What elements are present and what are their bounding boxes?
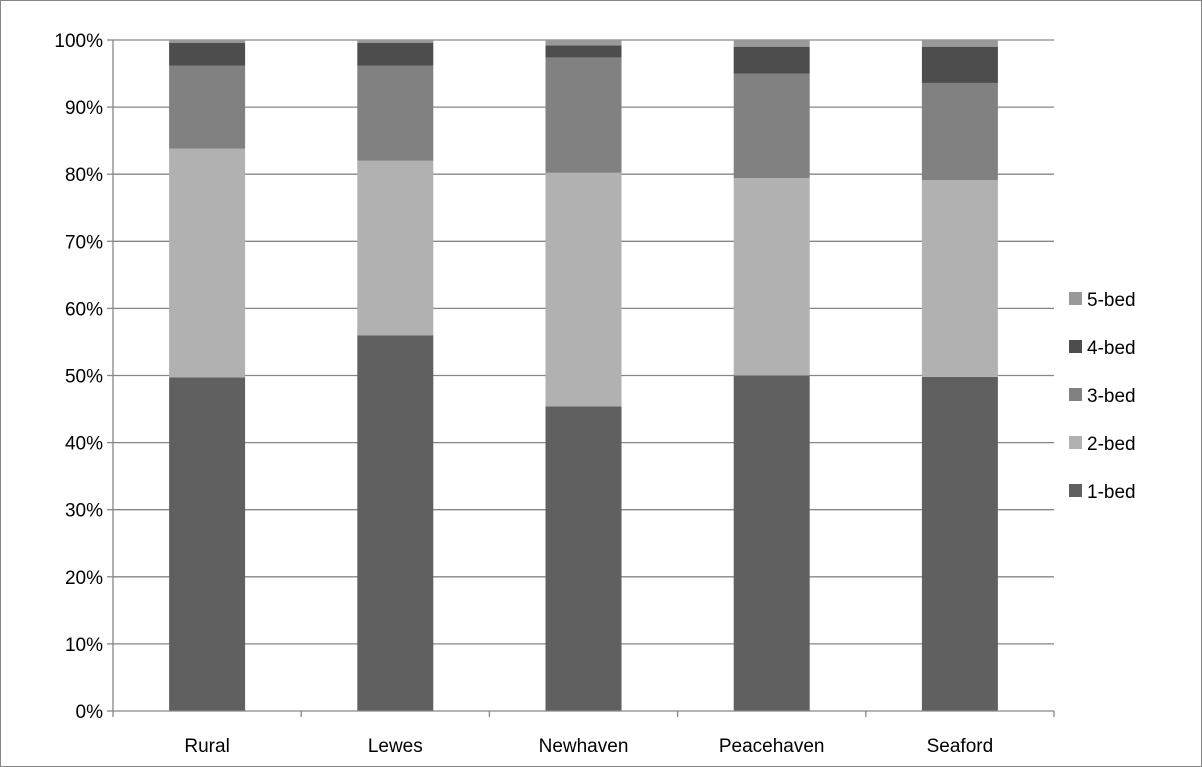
y-tick-label: 30% [65,501,103,522]
legend-label-1-bed: 1-bed [1087,482,1136,503]
axes [107,39,1055,717]
y-axis-tick-labels: 0% 10% 20% 30% 40% 50% 60% 70% 80% 90% 100% [54,31,103,723]
y-tick-label: 40% [65,434,103,455]
bar-segment-lewes-4-bed [357,42,434,66]
x-tick-label: Peacehaven [719,736,825,757]
legend-swatch-1-bed [1069,484,1082,497]
y-tick-label: 80% [65,165,103,186]
bar-segment-lewes-2-bed [357,160,434,336]
y-tick-label: 100% [54,31,103,52]
legend-label-5-bed: 5-bed [1087,290,1136,311]
x-axis-tick-labels: Rural Lewes Newhaven Peacehaven Seaford [184,736,993,757]
x-tick-label: Lewes [368,736,423,757]
bar-segment-newhaven-5-bed [545,40,622,46]
bar-segment-rural-3-bed [169,65,246,149]
y-tick-label: 90% [65,98,103,119]
legend-swatch-2-bed [1069,436,1082,449]
legend-swatch-4-bed [1069,340,1082,353]
y-tick-label: 20% [65,568,103,589]
x-tick-label: Newhaven [539,736,629,757]
bar-stacks [169,40,998,711]
bar-segment-peacehaven-4-bed [733,46,810,74]
bar-segment-seaford-1-bed [921,376,998,711]
bar-segment-lewes-5-bed [357,40,434,43]
legend-swatch-5-bed [1069,292,1082,305]
bar-segment-lewes-3-bed [357,65,434,161]
y-tick-label: 0% [76,702,104,723]
bar-segment-rural-2-bed [169,148,246,378]
legend-label-4-bed: 4-bed [1087,338,1136,359]
y-tick-label: 10% [65,635,103,656]
y-tick-label: 70% [65,232,103,253]
bar-segment-newhaven-1-bed [545,406,622,711]
x-tick-label: Seaford [927,736,994,757]
bar-segment-newhaven-4-bed [545,45,622,58]
legend-label-3-bed: 3-bed [1087,386,1136,407]
bar-segment-peacehaven-1-bed [733,375,810,711]
bar-segment-newhaven-3-bed [545,57,622,173]
bar-segment-rural-4-bed [169,42,246,66]
bar-segment-peacehaven-3-bed [733,73,810,179]
legend: 5-bed 4-bed 3-bed 2-bed 1-bed [1069,290,1136,503]
x-tick-label: Rural [184,736,229,757]
bar-segment-peacehaven-2-bed [733,178,810,376]
bar-segment-lewes-1-bed [357,335,434,711]
bar-segment-seaford-3-bed [921,82,998,181]
bar-segment-newhaven-2-bed [545,172,622,407]
y-tick-label: 60% [65,299,103,320]
bar-segment-rural-1-bed [169,377,246,711]
bar-segment-seaford-2-bed [921,180,998,377]
legend-label-2-bed: 2-bed [1087,434,1136,455]
bar-segment-rural-5-bed [169,40,246,43]
bar-segment-peacehaven-5-bed [733,40,810,47]
y-tick-label: 50% [65,367,103,388]
legend-swatch-3-bed [1069,388,1082,401]
bar-segment-seaford-4-bed [921,46,998,83]
bar-segment-seaford-5-bed [921,40,998,47]
